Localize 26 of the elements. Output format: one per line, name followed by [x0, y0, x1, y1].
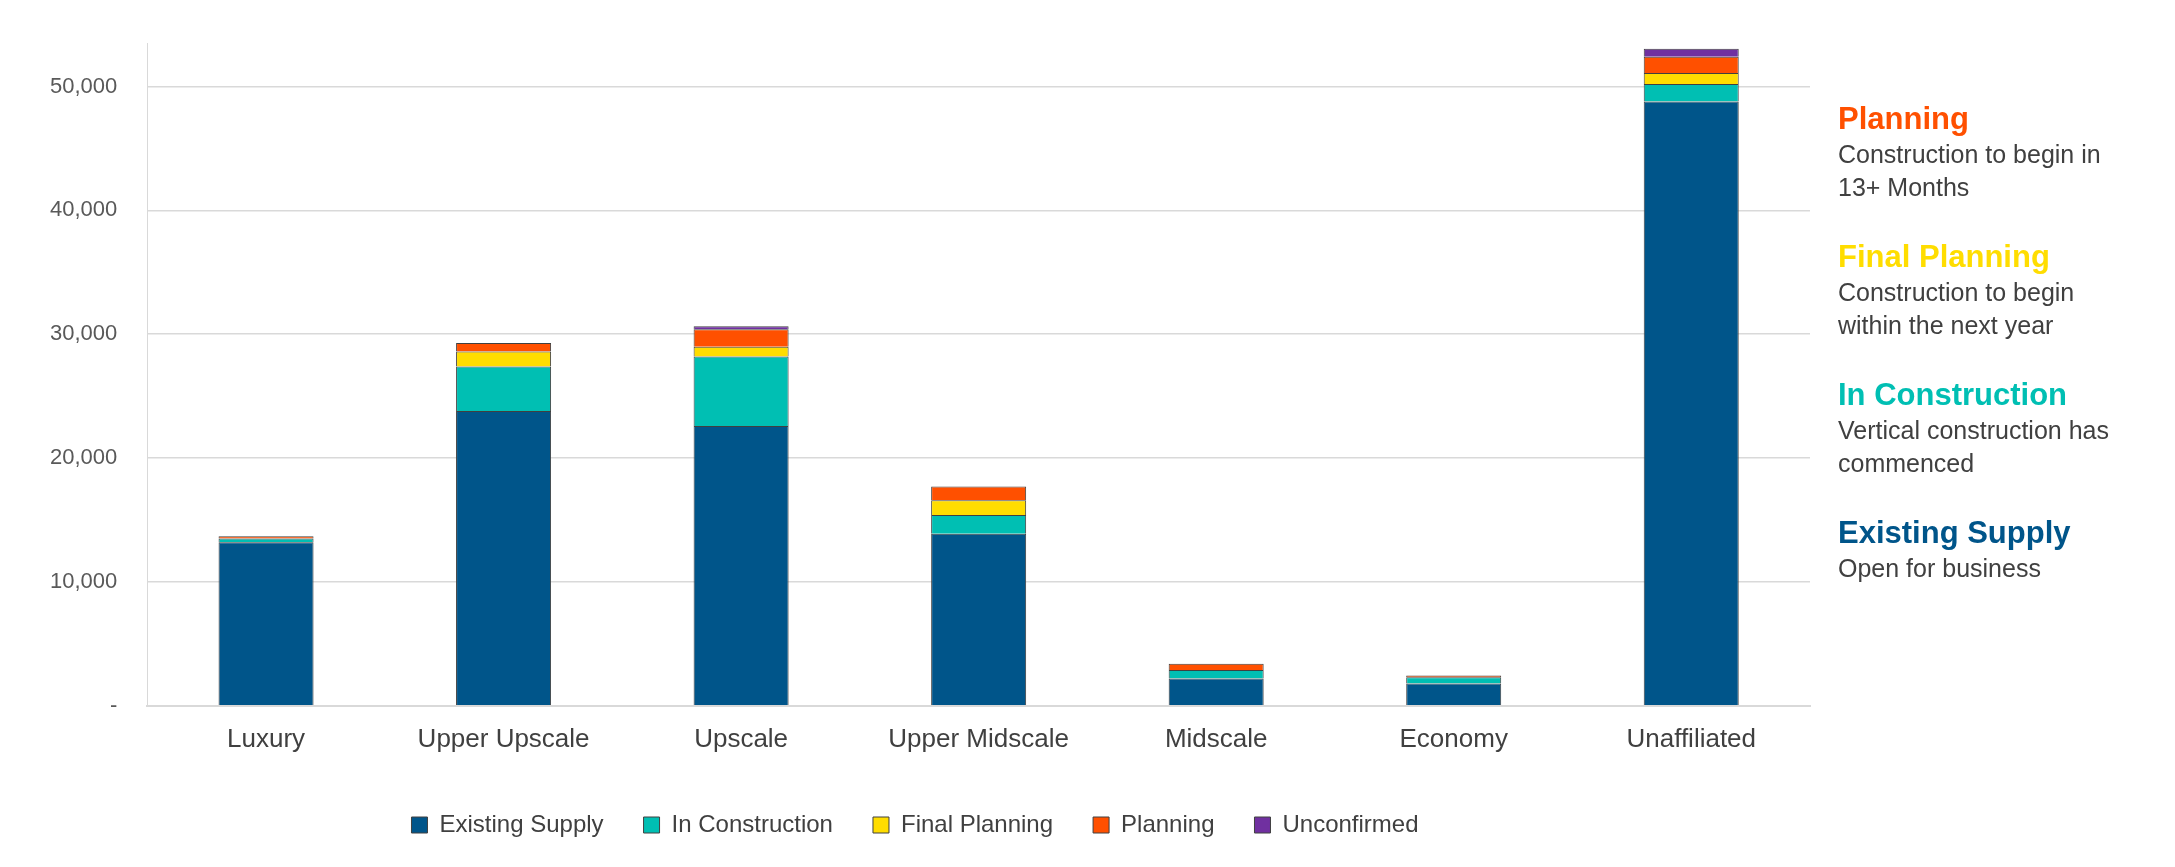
y-tick-label: 50,000	[49, 72, 118, 98]
text: Final Planning	[1838, 239, 2050, 274]
text: Planning	[1838, 101, 1969, 136]
legend-label: Existing Supply	[439, 809, 604, 837]
y-tick-label: 40,000	[49, 196, 118, 222]
text: Vertical construction has commenced	[1838, 415, 2110, 479]
y-tick-label: 10,000	[49, 568, 118, 594]
legend-label: In Construction	[671, 809, 833, 837]
x-tick-label: Unaffiliated	[1626, 722, 1757, 753]
text: Construction to begin within the next year	[1838, 277, 2076, 341]
y-tick-label: 30,000	[49, 320, 118, 346]
legend-label: Unconfirmed	[1282, 809, 1419, 837]
text: In Construction	[1838, 377, 2068, 412]
x-tick-label: Upper Upscale	[417, 722, 590, 753]
x-tick-label: Economy	[1399, 722, 1508, 753]
x-tick-label: Upper Midscale	[888, 722, 1069, 753]
y-tick-label: -	[109, 691, 118, 717]
text: Open for business	[1838, 553, 2042, 584]
legend-label: Final Planning	[900, 809, 1054, 837]
x-tick-label: Luxury	[227, 722, 306, 753]
y-tick-label: 20,000	[49, 444, 118, 470]
text: Existing Supply	[1838, 515, 2071, 550]
x-tick-label: Midscale	[1164, 722, 1268, 753]
x-tick-label: Upscale	[694, 722, 789, 753]
text: Construction to begin in 13+ Months	[1838, 139, 2102, 203]
legend-label: Planning	[1121, 809, 1215, 837]
